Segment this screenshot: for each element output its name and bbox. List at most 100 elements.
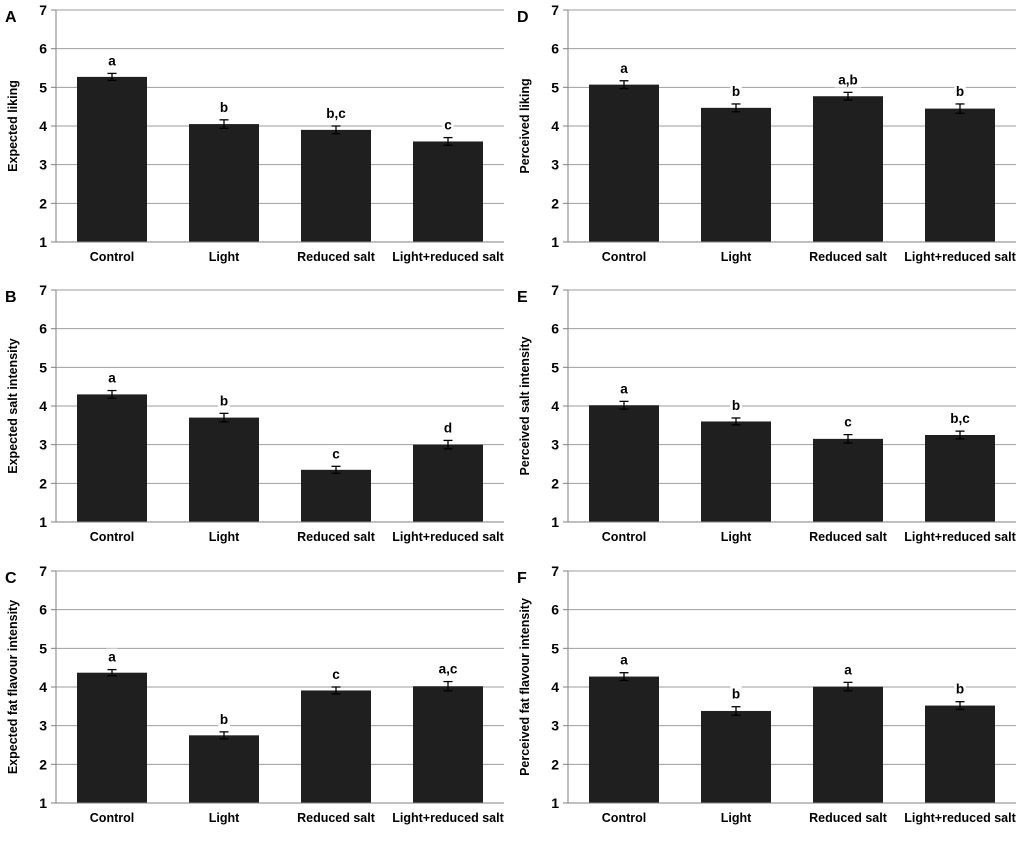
bar-reduced-salt [813,686,883,803]
panel-D-chart: a b a,b b 1 2 3 4 5 6 7 Control Light Reduced salt Lig… [517,2,1017,264]
sig-label-box [218,98,230,115]
y-tick-label: 7 [551,282,559,298]
y-tick-label: 1 [39,234,47,250]
panel-letter: C [5,570,17,587]
y-tick-label: 3 [39,718,47,734]
error-bar [219,119,229,129]
y-tick-label: 6 [551,41,559,57]
y-tick-label: 2 [551,475,559,491]
error-bar [731,706,741,716]
x-category-label: Control [90,250,134,264]
panel-letter: A [5,9,17,26]
y-axis-title: Expected salt intensity [6,338,20,474]
bar-light-reduced-salt [925,108,995,242]
sig-label-box [330,445,342,462]
sig-label-box [954,82,966,99]
error-bar [843,681,853,692]
y-tick-label: 2 [39,195,47,211]
error-bar [443,680,453,692]
sig-label: b [956,682,964,697]
y-tick-label: 6 [39,41,47,57]
bar-light [189,417,259,522]
y-tick-label: 2 [551,195,559,211]
panel-E: a b c b,c 1 2 3 4 5 6 7 Control Light Reduced salt Lig… [512,280,1024,561]
y-axis-title: Expected liking [6,80,20,172]
panel-F: a b a b 1 2 3 4 5 6 7 Control Light Reduced salt Light… [512,561,1024,842]
bar-reduced-salt [813,96,883,242]
sig-label-box [946,410,974,427]
bar-light [189,735,259,803]
y-tick-label: 4 [39,679,47,695]
y-axis-title: Perceived liking [518,78,532,173]
panel-A-chart: a b b,c c 1 2 3 4 5 6 7 Control Light Reduced salt Lig… [5,2,505,264]
sig-label-box [442,419,454,436]
y-tick-label: 7 [551,563,559,579]
sig-label-box [442,116,454,133]
sig-label: b [220,393,228,408]
sig-label: b [956,84,964,99]
y-tick-label: 4 [39,398,47,414]
y-tick-label: 1 [551,234,559,250]
sig-label: b [220,100,228,115]
sig-label-box [434,660,462,677]
panel-E-chart: a b c b,c 1 2 3 4 5 6 7 Control Light Reduced salt Lig… [517,282,1017,544]
bar-reduced-salt [301,469,371,522]
sig-label: a [108,371,116,386]
y-tick-label: 4 [551,679,559,695]
sig-label: b,c [950,411,970,426]
x-category-label: Reduced salt [297,811,376,825]
error-bar [619,672,629,682]
error-bar [443,136,453,146]
y-tick-label: 3 [551,718,559,734]
bar-light-reduced-salt [925,435,995,522]
error-bar [331,125,341,135]
panel-C-chart: a b c a,c 1 2 3 4 5 6 7 Control Light Reduced salt Lig… [5,563,505,825]
sig-label: a,c [439,662,458,677]
error-bar [443,439,453,450]
sig-label-box [618,380,630,397]
bar-reduced-salt [813,438,883,522]
sig-label: b [732,84,740,99]
sig-label: b [732,687,740,702]
sig-label: b [732,398,740,413]
error-bar [331,686,341,695]
y-tick-label: 2 [39,475,47,491]
sig-label: a [620,381,628,396]
error-bar [107,668,117,677]
sig-label: c [332,667,340,682]
sig-label: b,c [326,106,346,121]
y-tick-label: 6 [39,321,47,337]
error-bar [619,400,629,410]
sig-label-box [106,369,118,386]
y-tick-label: 7 [39,2,47,18]
error-bar [955,701,965,711]
sig-label: a,b [838,72,858,87]
error-bar [331,465,341,474]
x-category-label: Reduced salt [297,250,376,264]
sig-label-box [106,52,118,69]
y-tick-label: 5 [39,359,47,375]
x-category-label: Light+reduced salt [392,250,504,264]
x-category-label: Control [90,811,134,825]
x-category-label: Light+reduced salt [392,530,504,544]
x-category-label: Light [721,530,752,544]
sig-label-box [106,648,118,665]
x-category-label: Control [602,811,646,825]
sig-label-box [218,392,230,409]
bar-light-reduced-salt [925,705,995,803]
y-tick-label: 4 [39,118,47,134]
sig-label-box [322,105,350,121]
bar-light-reduced-salt [413,141,483,242]
panel-B-chart: a b c d 1 2 3 4 5 6 7 Control Light Reduced salt Light… [5,282,505,544]
y-tick-label: 3 [551,157,559,173]
sig-label-box [730,396,742,413]
bar-light-reduced-salt [413,444,483,522]
sig-label: c [332,446,340,461]
error-bar [955,430,965,440]
bar-light [701,107,771,243]
y-tick-label: 1 [39,514,47,530]
x-category-label: Control [602,530,646,544]
y-tick-label: 3 [551,437,559,453]
y-tick-label: 6 [551,602,559,618]
sig-label: a [620,653,628,668]
